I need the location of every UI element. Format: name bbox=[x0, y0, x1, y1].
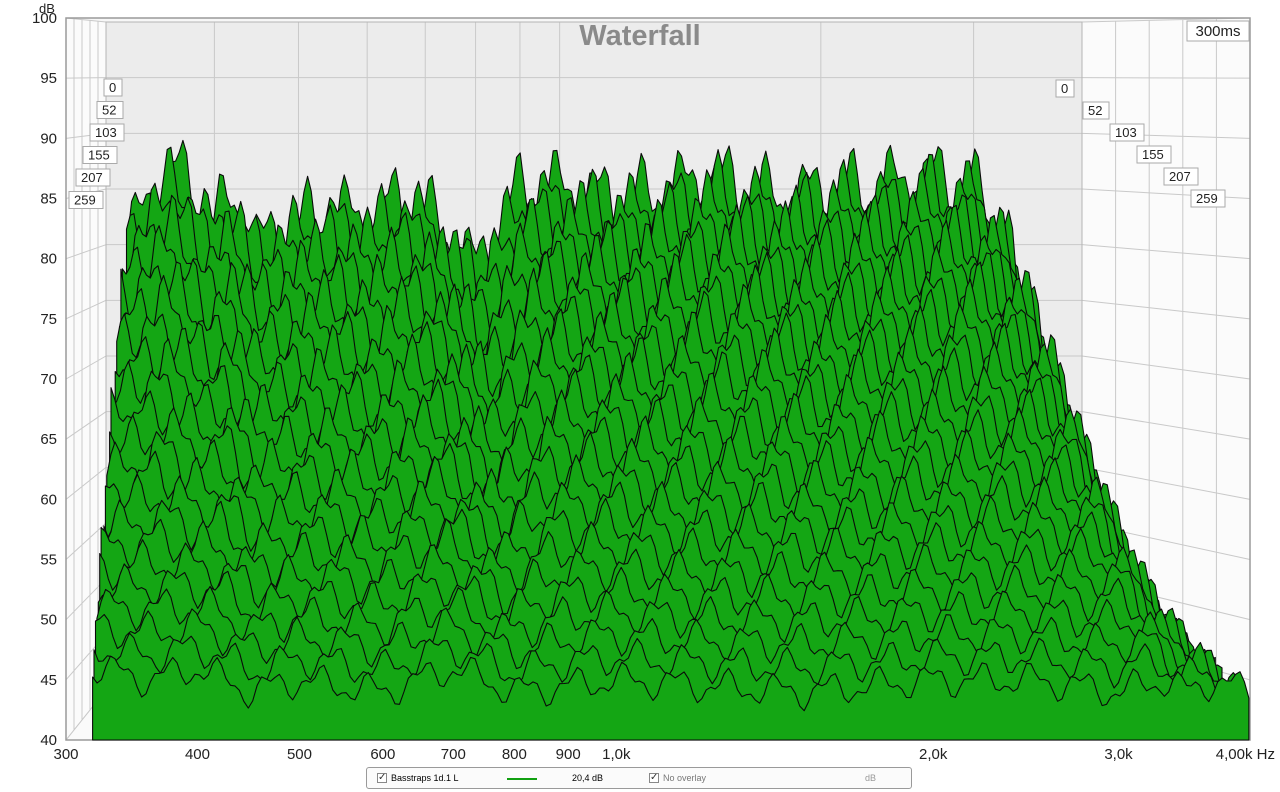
legend-bar: ✓ Basstraps 1d.1 L 20,4 dB ✓ No overlay … bbox=[366, 767, 912, 789]
time-label-left-box bbox=[96, 101, 124, 119]
time-label-left-box bbox=[89, 123, 125, 142]
overlay-checkbox[interactable]: ✓ bbox=[649, 772, 659, 783]
time-label-right: 52 bbox=[1088, 103, 1102, 118]
y-tick-label: 85 bbox=[40, 191, 57, 208]
time-label-right: 155 bbox=[1142, 147, 1164, 162]
measurement-checkbox[interactable]: ✓ bbox=[377, 772, 387, 783]
waterfall-slice bbox=[92, 655, 1250, 741]
time-label-left-box bbox=[75, 168, 111, 187]
y-tick-label: 65 bbox=[40, 431, 57, 448]
y-tick-label: 40 bbox=[40, 732, 57, 749]
y-tick-label: 75 bbox=[40, 311, 57, 328]
time-label-left: 52 bbox=[102, 103, 116, 118]
x-tick-label: 500 bbox=[287, 746, 312, 763]
unit-label: dB bbox=[865, 773, 877, 783]
y-tick-label: 95 bbox=[40, 70, 57, 87]
y-tick-label: 50 bbox=[40, 612, 57, 629]
x-tick-label: 800 bbox=[502, 746, 527, 763]
chart-title: Waterfall bbox=[579, 20, 700, 52]
time-window-label: 300ms bbox=[1195, 23, 1240, 40]
x-tick-label: 2,0k bbox=[919, 746, 948, 763]
x-tick-label: 4,00k Hz bbox=[1216, 746, 1275, 763]
time-label-right-box bbox=[1055, 79, 1075, 98]
time-label-right-box bbox=[1190, 189, 1226, 208]
measurement-swatch bbox=[507, 778, 537, 780]
measurement-name: Basstraps 1d.1 L bbox=[391, 773, 459, 783]
y-axis-label: dB bbox=[39, 1, 55, 16]
time-label-right-box bbox=[1163, 167, 1199, 186]
time-label-left-box bbox=[68, 191, 104, 209]
y-tick-label: 90 bbox=[40, 130, 57, 147]
y-tick-label: 70 bbox=[40, 371, 57, 388]
x-tick-label: 300 bbox=[53, 746, 78, 763]
x-tick-label: 1,0k bbox=[602, 746, 631, 763]
time-label-right: 103 bbox=[1115, 125, 1137, 140]
time-label-left: 155 bbox=[88, 148, 110, 163]
time-label-right: 207 bbox=[1169, 169, 1191, 184]
y-tick-label: 100 bbox=[32, 10, 57, 27]
y-tick-label: 60 bbox=[40, 491, 57, 508]
time-label-right-box bbox=[1082, 101, 1110, 120]
time-label-left: 207 bbox=[81, 170, 103, 185]
time-label-right: 259 bbox=[1196, 191, 1218, 206]
y-tick-label: 80 bbox=[40, 251, 57, 268]
time-label-right-box bbox=[1109, 123, 1145, 142]
time-label-left: 259 bbox=[74, 193, 96, 208]
y-tick-label: 55 bbox=[40, 552, 57, 569]
x-tick-label: 600 bbox=[370, 746, 395, 763]
x-tick-label: 700 bbox=[441, 746, 466, 763]
x-tick-label: 400 bbox=[185, 746, 210, 763]
time-window-box: 300ms bbox=[1186, 20, 1250, 42]
time-label-right-box bbox=[1136, 145, 1172, 164]
y-tick-label: 45 bbox=[40, 672, 57, 689]
time-label-right: 0 bbox=[1061, 81, 1068, 96]
overlay-label: No overlay bbox=[663, 773, 707, 783]
smoothing-value: 20,4 dB bbox=[572, 773, 604, 783]
time-label-left: 0 bbox=[109, 80, 116, 95]
x-tick-label: 3,0k bbox=[1104, 746, 1133, 763]
x-tick-label: 900 bbox=[556, 746, 581, 763]
time-label-left: 103 bbox=[95, 125, 117, 140]
time-label-left-box bbox=[103, 78, 123, 97]
time-label-left-box bbox=[82, 146, 118, 164]
